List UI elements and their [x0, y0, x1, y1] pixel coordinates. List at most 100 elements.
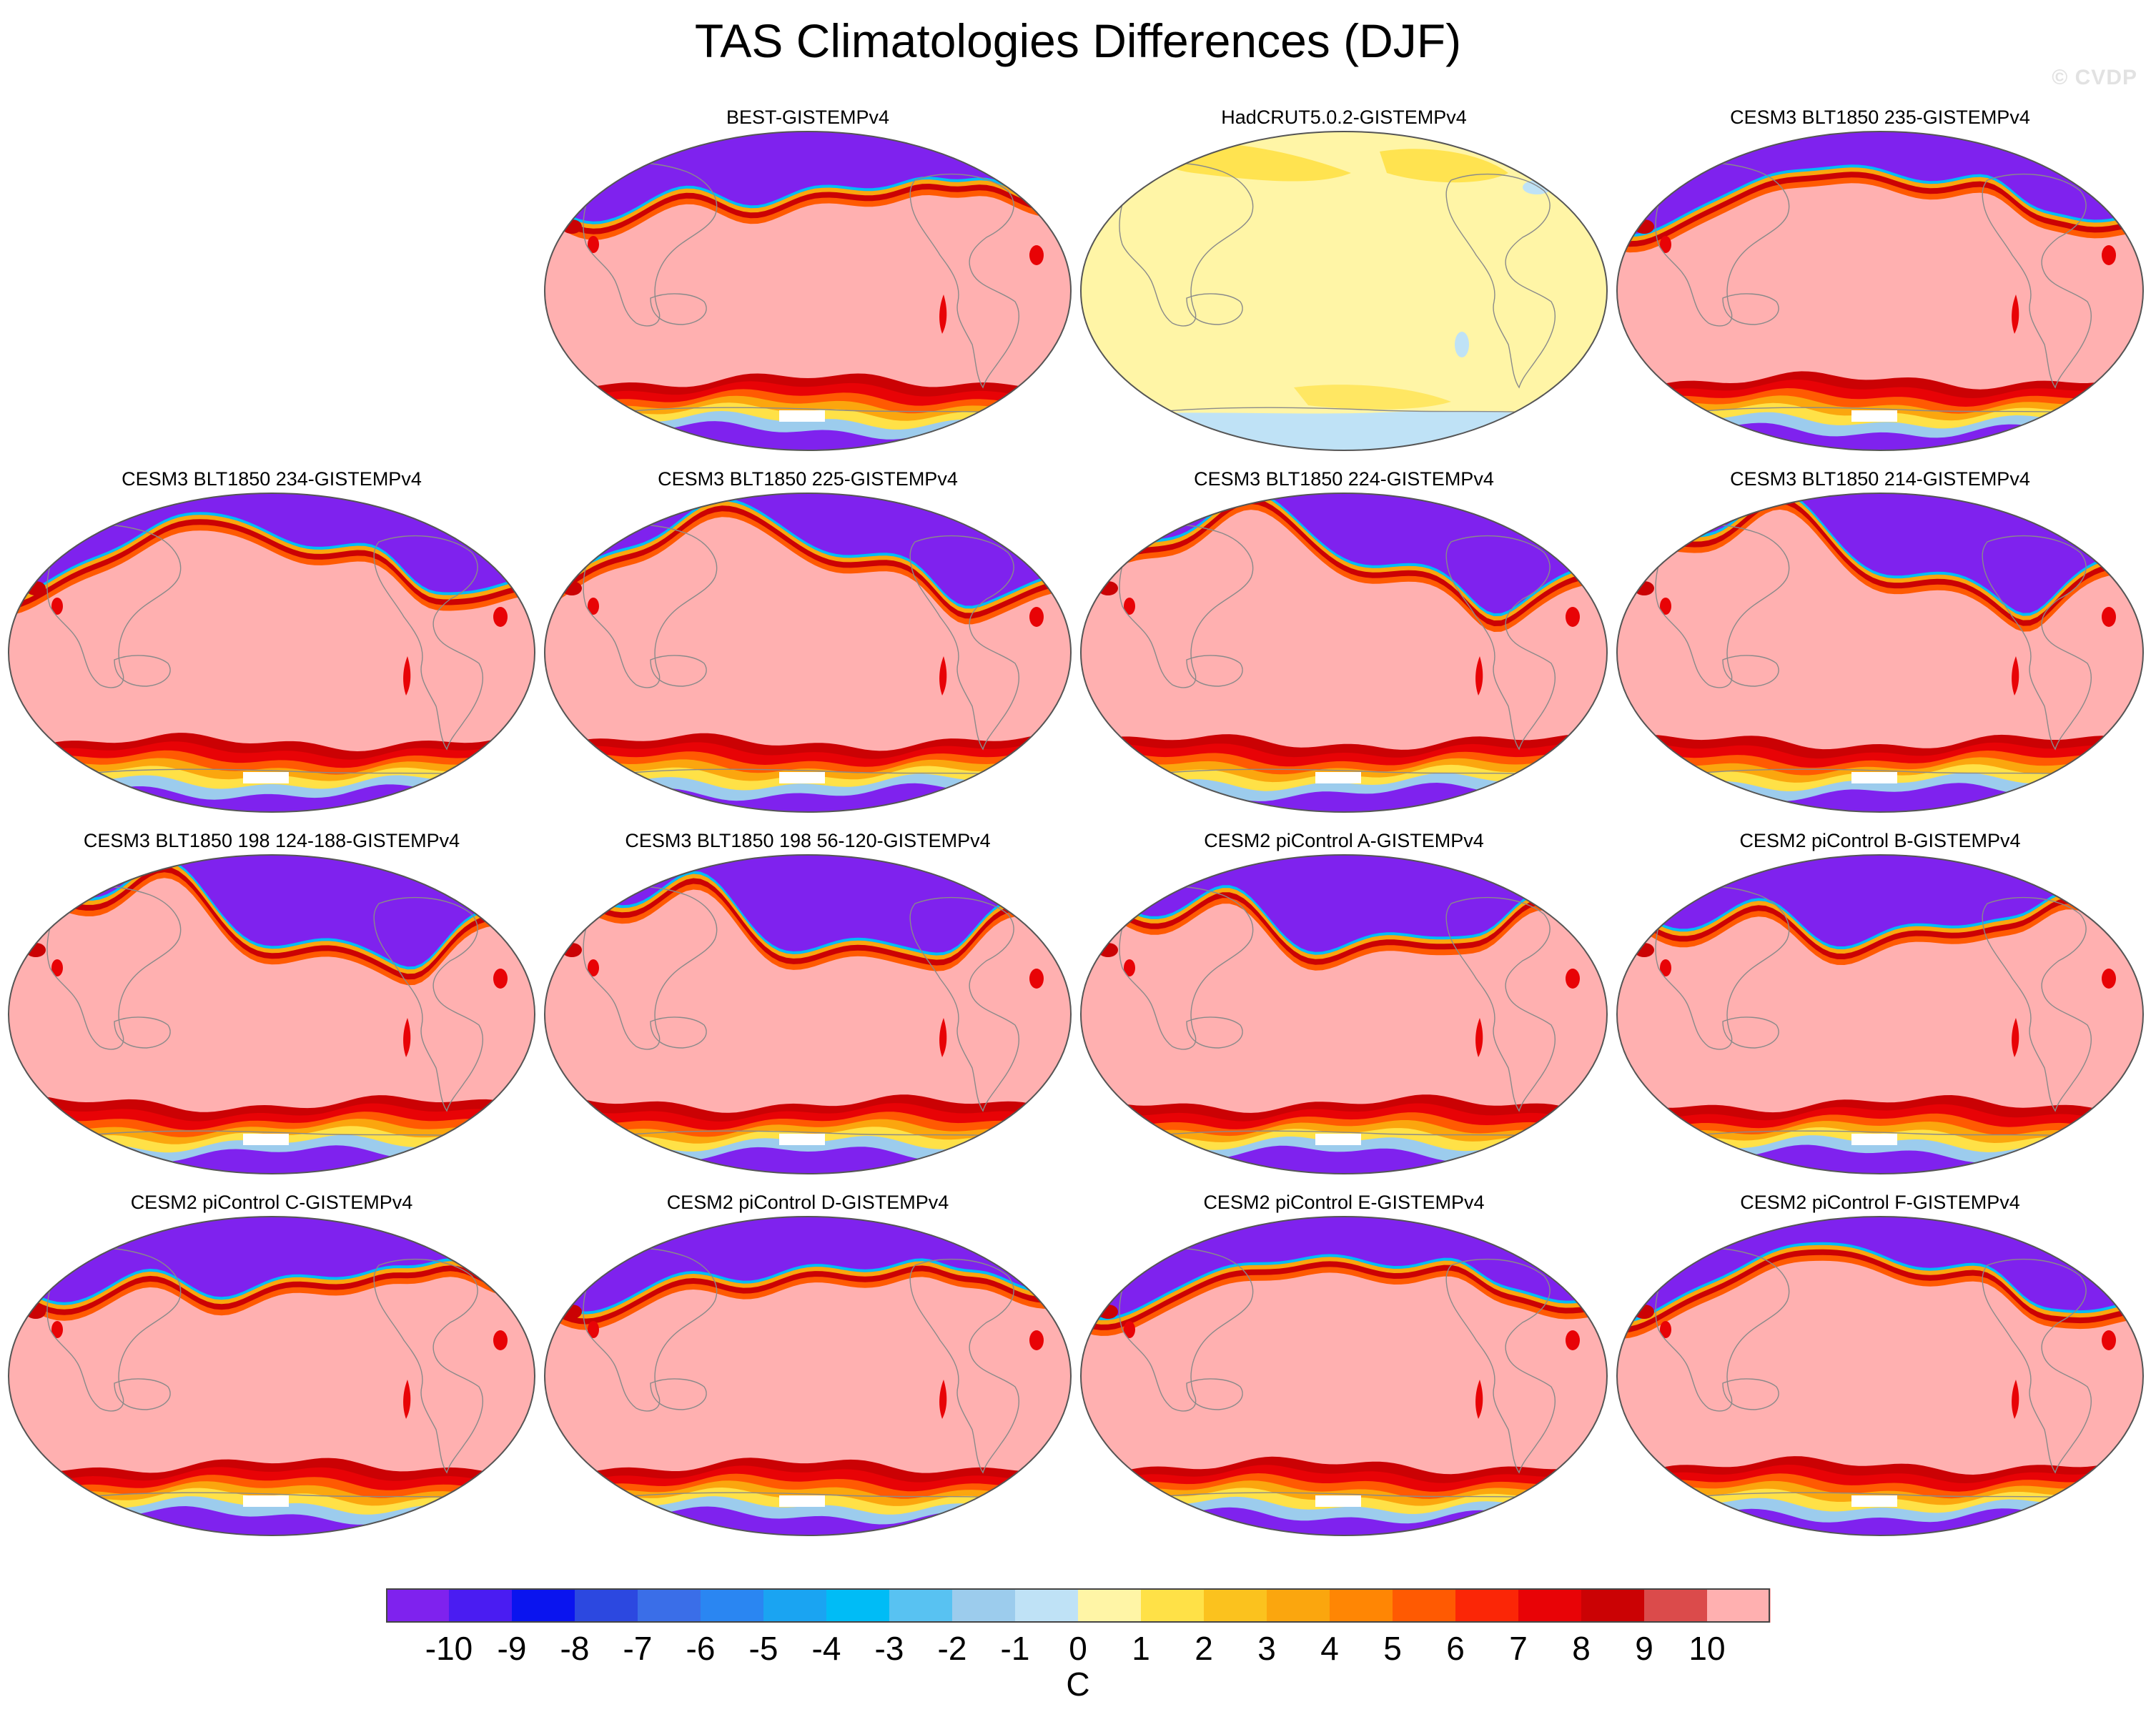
coastline-africa-eurasia — [583, 524, 718, 688]
panel-cesm2-c: CESM2 piControl C-GISTEMPv4 — [7, 1189, 536, 1537]
warm-spot — [51, 959, 63, 976]
north-cold-core — [9, 855, 535, 967]
coastline-americas — [1445, 173, 1556, 389]
north-cold-core — [545, 493, 1071, 606]
map-plot — [8, 1216, 535, 1536]
colorbar-tick-label: -4 — [811, 1630, 841, 1667]
coastline-africa-eurasia — [1655, 886, 1790, 1050]
colorbar-tick-label: 8 — [1572, 1630, 1591, 1667]
map-border — [1616, 854, 2144, 1174]
north-cold-core — [1617, 1217, 2143, 1320]
colorbar-tick-label: 6 — [1446, 1630, 1465, 1667]
map-plot — [1616, 1216, 2144, 1536]
colorbar-tick-label: 4 — [1320, 1630, 1339, 1667]
colorbar-swatch — [1518, 1588, 1582, 1623]
warm-spot — [2102, 1330, 2116, 1350]
map-plot — [1080, 854, 1608, 1174]
panel-cesm3-224: CESM3 BLT1850 224-GISTEMPv4 — [1079, 466, 1608, 813]
colorbar-swatch — [1078, 1588, 1142, 1623]
map-border — [8, 493, 535, 813]
coastline-americas — [909, 535, 1019, 751]
map-plot — [1080, 493, 1608, 813]
warm-spot — [26, 943, 46, 957]
warm-spot — [1634, 581, 1654, 595]
colorbar-tick-label: -8 — [560, 1630, 590, 1667]
warm-spot — [2102, 245, 2116, 265]
warm-spot — [1660, 236, 1671, 253]
warm-spot — [588, 236, 599, 253]
coastline-australia — [1722, 293, 1779, 325]
andes-warm-strip — [939, 1018, 947, 1057]
warm-spot — [588, 959, 599, 976]
colorbar-swatch — [1015, 1588, 1079, 1623]
andes-warm-strip — [2012, 656, 2019, 696]
coastline-americas — [909, 896, 1019, 1112]
map-plot — [1616, 854, 2144, 1174]
missing-data-patch — [1315, 1134, 1361, 1145]
warm-spot — [588, 598, 599, 615]
andes-warm-strip — [1475, 656, 1483, 696]
warm-spot — [1634, 219, 1654, 234]
map-border — [1080, 1216, 1608, 1536]
coastline-australia — [1186, 1378, 1243, 1410]
cool-patch — [1455, 332, 1469, 357]
map-plot — [1080, 131, 1608, 451]
andes-warm-strip — [1475, 1380, 1483, 1419]
coastline-americas — [1982, 535, 2092, 751]
map-plot — [544, 854, 1072, 1174]
colorbar-tick-label: -9 — [497, 1630, 527, 1667]
warm-spot — [1566, 607, 1580, 627]
coastline-americas — [1445, 535, 1556, 751]
panel-title: CESM2 piControl D-GISTEMPv4 — [666, 1192, 949, 1213]
coastline-australia — [650, 1378, 707, 1410]
figure-title: TAS Climatologies Differences (DJF) — [694, 14, 1462, 67]
coastline-americas — [1982, 896, 2092, 1112]
warm-spot — [1660, 1321, 1671, 1338]
warm-spot — [562, 1305, 582, 1319]
panel-title: CESM3 BLT1850 224-GISTEMPv4 — [1194, 468, 1494, 490]
panel-cesm3-234: CESM3 BLT1850 234-GISTEMPv4 — [7, 466, 536, 813]
coastline-australia — [1186, 655, 1243, 687]
north-cold-core — [9, 493, 535, 597]
coastline-antarctica — [1150, 1130, 1552, 1139]
colorbar-swatch — [386, 1588, 450, 1623]
coastline-africa-eurasia — [583, 1247, 718, 1412]
map-border — [8, 1216, 535, 1536]
missing-data-patch — [1851, 1134, 1897, 1145]
map-border — [1616, 131, 2144, 451]
warm-spot — [26, 1305, 46, 1319]
colorbar-swatch — [512, 1588, 575, 1623]
missing-data-patch — [243, 772, 289, 783]
map-border — [544, 1216, 1072, 1536]
north-cold-core — [1081, 493, 1607, 613]
warm-spot — [493, 607, 508, 627]
map-plot — [8, 854, 535, 1174]
map-plot — [1616, 131, 2144, 451]
coastline-antarctica — [1686, 768, 2088, 777]
coastline-australia — [114, 1016, 171, 1049]
colorbar-swatch — [1393, 1588, 1456, 1623]
coastline-antarctica — [1150, 407, 1552, 415]
panel-title: CESM3 BLT1850 214-GISTEMPv4 — [1730, 468, 2030, 490]
coastline-australia — [114, 655, 171, 687]
coastline-antarctica — [614, 1130, 1016, 1139]
colorbar-swatch — [1581, 1588, 1645, 1623]
colorbar-swatch — [1204, 1588, 1267, 1623]
map-plot — [544, 1216, 1072, 1536]
panel-title: CESM3 BLT1850 235-GISTEMPv4 — [1730, 107, 2030, 128]
cool-patch-south — [1081, 411, 1607, 450]
panel-cesm3-225: CESM3 BLT1850 225-GISTEMPv4 — [543, 466, 1072, 813]
coastline-africa-eurasia — [583, 162, 718, 327]
panel-cesm3-198-124: CESM3 BLT1850 198 124-188-GISTEMPv4 — [7, 828, 536, 1175]
missing-data-patch — [243, 1495, 289, 1507]
panel-hadcrut: HadCRUT5.0.2-GISTEMPv4 — [1079, 104, 1608, 452]
colorbar-swatch — [1707, 1588, 1771, 1623]
coastline-americas — [1982, 1258, 2092, 1474]
missing-data-patch — [1315, 772, 1361, 783]
map-field — [1081, 1217, 1607, 1535]
warm-spot — [1124, 1321, 1135, 1338]
coastline-antarctica — [614, 1492, 1016, 1500]
map-border — [1080, 854, 1608, 1174]
warm-spot — [51, 1321, 63, 1338]
map-plot — [1616, 493, 2144, 813]
